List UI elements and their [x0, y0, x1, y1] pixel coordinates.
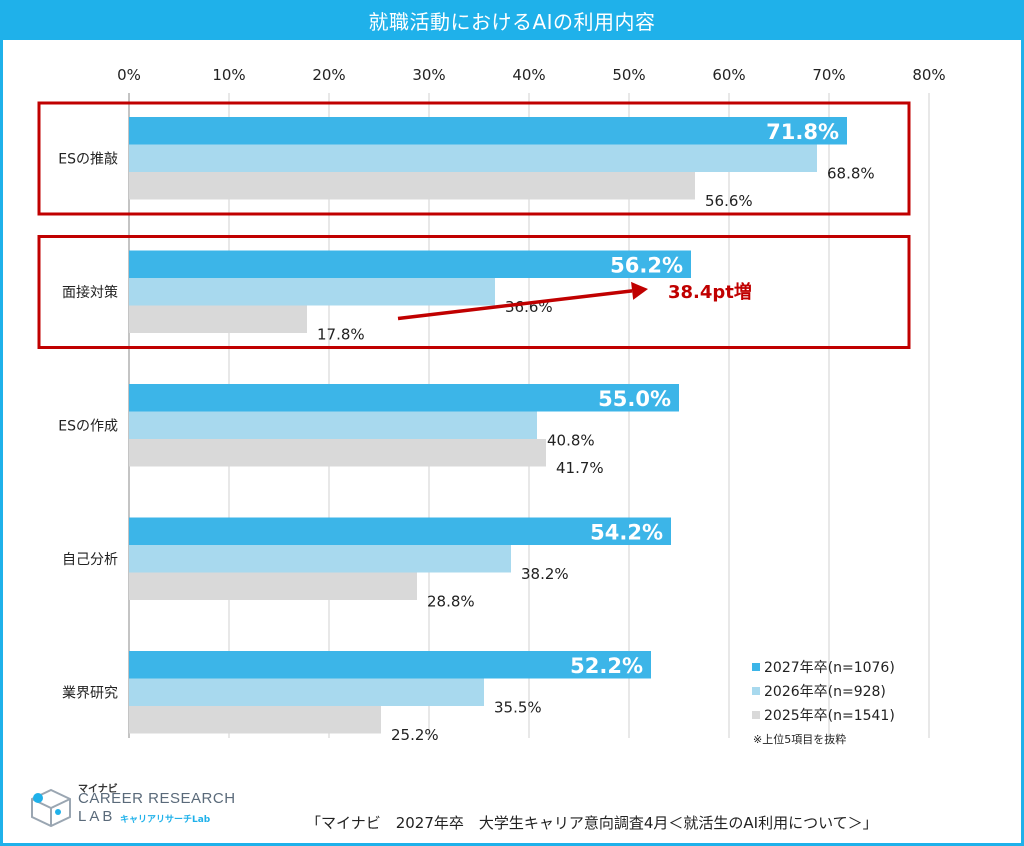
career-research-lab-logo: マイナビ CAREER RESEARCH LAB キャリアリサーチLab	[28, 782, 228, 830]
cube-logo-icon	[28, 786, 74, 828]
category-label: ESの作成	[58, 418, 118, 434]
x-tick-label: 40%	[512, 66, 545, 84]
data-label: 38.2%	[521, 565, 569, 583]
bar	[129, 278, 495, 306]
category-label: 面接対策	[62, 284, 118, 301]
x-tick-label: 60%	[712, 66, 745, 84]
logo-lab: LAB	[78, 808, 115, 825]
data-label: 68.8%	[827, 164, 875, 182]
bar	[129, 439, 546, 467]
data-label: 56.6%	[705, 192, 753, 210]
legend-note: ※上位5項目を抜粋	[753, 731, 895, 747]
bar	[129, 573, 417, 601]
bar	[129, 251, 691, 279]
x-tick-label: 30%	[412, 66, 445, 84]
legend-label-2027: 2027年卒(n=1076)	[764, 657, 895, 677]
category-label: ESの推敲	[58, 150, 118, 167]
logo-name: CAREER RESEARCH	[78, 790, 236, 807]
category-label: 自己分析	[62, 552, 118, 568]
data-label: 17.8%	[317, 325, 365, 343]
bar	[129, 412, 537, 440]
source-note: 「マイナビ 2027年卒 大学生キャリア意向調査4月＜就活生のAI利用について＞…	[306, 812, 878, 833]
legend-swatch-2026	[752, 687, 760, 695]
legend-label-2025: 2025年卒(n=1541)	[764, 705, 895, 725]
bar	[129, 145, 817, 173]
annotation-arrow-head	[631, 282, 648, 300]
data-label: 41.7%	[556, 459, 604, 477]
legend-item-2026: 2026年卒(n=928)	[752, 679, 895, 703]
logo-subtitle: キャリアリサーチLab	[120, 812, 210, 825]
data-label: 25.2%	[391, 726, 439, 744]
legend-swatch-2025	[752, 711, 760, 719]
legend-item-2025: 2025年卒(n=1541)	[752, 703, 895, 727]
bar	[129, 706, 381, 734]
x-tick-label: 50%	[612, 66, 645, 84]
bar	[129, 306, 307, 334]
category-label: 業界研究	[62, 685, 118, 701]
x-tick-label: 70%	[812, 66, 845, 84]
bar	[129, 679, 484, 707]
data-label: 35.5%	[494, 698, 542, 716]
data-label: 28.8%	[427, 592, 475, 610]
data-label: 71.8%	[766, 120, 839, 144]
data-label: 54.2%	[590, 520, 663, 544]
x-tick-label: 20%	[312, 66, 345, 84]
x-tick-label: 80%	[912, 66, 945, 84]
bar	[129, 117, 847, 145]
legend-item-2027: 2027年卒(n=1076)	[752, 655, 895, 679]
data-label: 40.8%	[547, 431, 595, 449]
legend-swatch-2027	[752, 663, 760, 671]
data-label: 56.2%	[610, 253, 683, 277]
bar	[129, 384, 679, 412]
legend: 2027年卒(n=1076) 2026年卒(n=928) 2025年卒(n=15…	[752, 655, 895, 747]
data-label: 55.0%	[598, 387, 671, 411]
x-tick-label: 10%	[212, 66, 245, 84]
x-tick-label: 0%	[117, 66, 141, 84]
bar	[129, 545, 511, 573]
annotation-label: 38.4pt増	[668, 281, 752, 303]
data-label: 52.2%	[570, 654, 643, 678]
legend-label-2026: 2026年卒(n=928)	[764, 681, 886, 701]
bar	[129, 172, 695, 200]
